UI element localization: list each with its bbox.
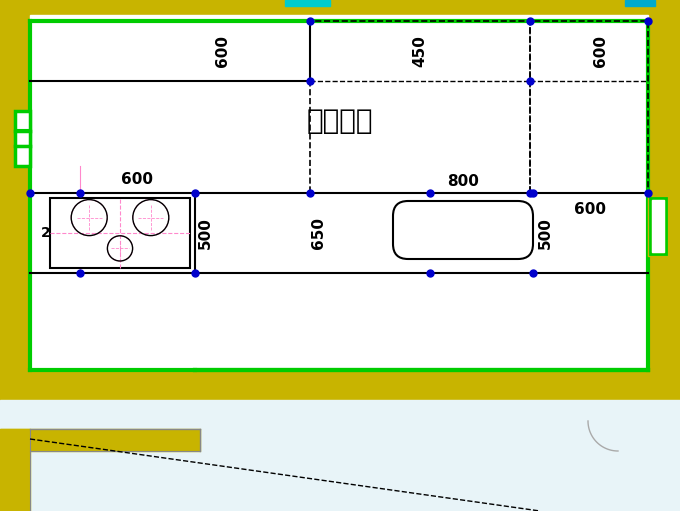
Bar (0, 0, 30, 511)
FancyBboxPatch shape (393, 201, 533, 259)
Text: キッチン: キッチン (307, 107, 373, 135)
Bar (648, 0, 680, 511)
Bar (0, 429, 200, 451)
Bar (30, 15, 648, 400)
Bar (15, 111, 30, 166)
Text: 800: 800 (447, 174, 479, 189)
Text: 900: 900 (404, 201, 436, 217)
Bar (17, 113, 28, 164)
Bar (0, 429, 30, 511)
Text: 500: 500 (537, 217, 552, 249)
Bar (648, 196, 668, 256)
Bar (652, 200, 664, 252)
Bar (0, 400, 680, 511)
Bar (310, 21, 530, 193)
Text: 450: 450 (413, 35, 428, 67)
Bar (50, 198, 190, 268)
Bar (0, 370, 680, 400)
Text: 600: 600 (574, 201, 606, 217)
Bar (30, 15, 648, 370)
Bar (285, 0, 330, 6)
Text: 600: 600 (592, 35, 607, 67)
Text: 1800: 1800 (147, 201, 189, 217)
Text: 650: 650 (311, 217, 326, 249)
Bar (650, 198, 666, 254)
Text: 500: 500 (197, 217, 212, 249)
Bar (0, 400, 680, 511)
Text: 200: 200 (41, 226, 69, 240)
Bar (0, 0, 680, 15)
Bar (625, 0, 655, 6)
Text: 600: 600 (121, 172, 153, 187)
Text: 600: 600 (214, 35, 230, 67)
Bar (530, 21, 648, 193)
